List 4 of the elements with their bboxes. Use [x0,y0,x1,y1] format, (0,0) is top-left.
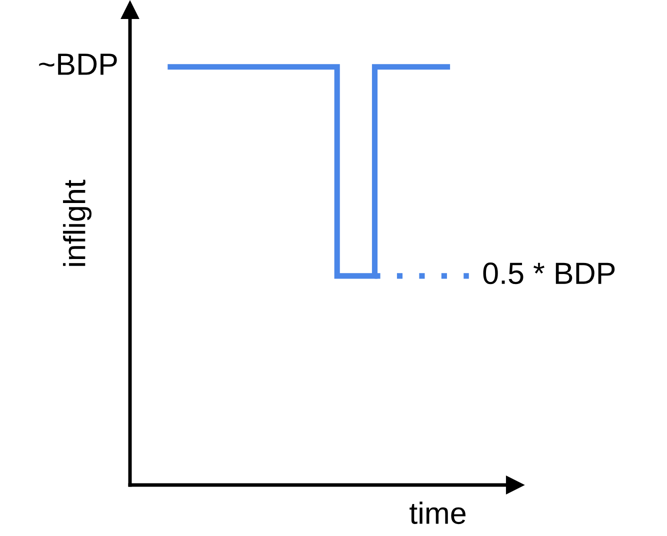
x-axis-title: time [410,502,466,524]
text: 0.5 * BDP [483,262,615,284]
y-axis-title: inflight [63,180,92,266]
text: ~BDP [39,54,117,75]
